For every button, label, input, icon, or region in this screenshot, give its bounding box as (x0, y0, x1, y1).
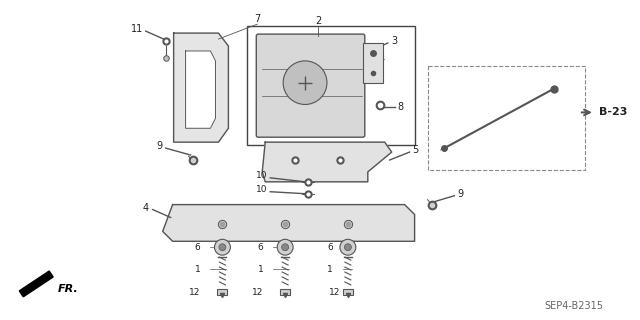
Circle shape (277, 239, 293, 255)
Text: 7: 7 (254, 14, 260, 24)
Circle shape (283, 61, 327, 105)
Text: B-23: B-23 (599, 108, 627, 117)
Text: 1: 1 (257, 265, 263, 274)
Polygon shape (163, 204, 415, 241)
Bar (343, 289, 353, 295)
Circle shape (214, 239, 230, 255)
Text: 12: 12 (252, 288, 263, 297)
Text: FR.: FR. (58, 284, 79, 294)
Text: 12: 12 (328, 288, 340, 297)
FancyBboxPatch shape (256, 34, 365, 137)
Circle shape (282, 244, 289, 251)
Circle shape (340, 239, 356, 255)
Text: 2: 2 (315, 16, 321, 26)
Text: SEP4-B2315: SEP4-B2315 (545, 301, 604, 311)
Text: 10: 10 (256, 185, 268, 194)
Text: 5: 5 (413, 145, 419, 155)
Bar (428, 66, 585, 170)
Circle shape (344, 244, 351, 251)
Bar (363, 43, 383, 83)
Bar (247, 26, 415, 145)
Text: 8: 8 (397, 102, 404, 112)
Text: 1: 1 (195, 265, 200, 274)
Bar (280, 289, 290, 295)
Text: 10: 10 (256, 172, 268, 180)
Text: 3: 3 (392, 36, 398, 46)
Text: 4: 4 (143, 203, 148, 212)
Polygon shape (262, 142, 392, 182)
Text: 6: 6 (257, 243, 263, 252)
Text: 9: 9 (157, 141, 163, 151)
Text: 1: 1 (327, 265, 333, 274)
Polygon shape (186, 51, 216, 128)
Text: 11: 11 (131, 24, 143, 34)
Text: 6: 6 (327, 243, 333, 252)
Bar (218, 289, 227, 295)
Circle shape (219, 244, 226, 251)
Text: 9: 9 (458, 189, 463, 199)
Polygon shape (19, 271, 53, 297)
Text: 6: 6 (195, 243, 200, 252)
Text: 12: 12 (189, 288, 200, 297)
Polygon shape (173, 33, 228, 142)
